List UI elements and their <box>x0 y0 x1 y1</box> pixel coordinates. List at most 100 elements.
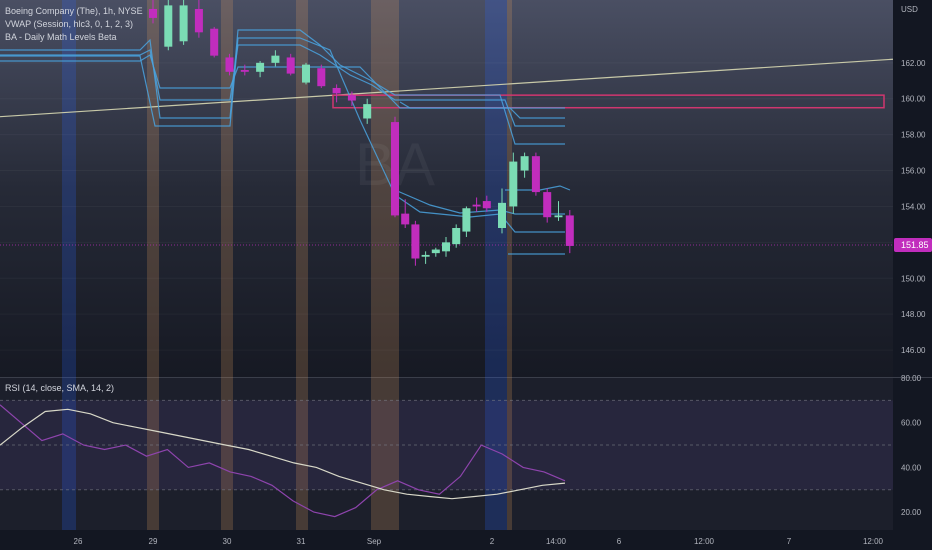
candle <box>411 220 420 266</box>
candle-body <box>421 254 430 257</box>
time-tick-label: Sep <box>367 537 382 546</box>
price-tick-label: 150.00 <box>901 274 926 283</box>
candle <box>210 26 219 58</box>
rsi-tick-label: 20.00 <box>901 508 922 517</box>
candle-body <box>194 8 203 33</box>
time-tick-label: 31 <box>297 537 306 546</box>
level-band <box>0 44 565 127</box>
candle-body <box>332 87 341 94</box>
candle-body <box>347 95 356 101</box>
candle-body <box>271 55 280 63</box>
candle-body <box>543 192 552 218</box>
candle-body <box>442 242 450 252</box>
rsi-line <box>0 404 566 518</box>
rsi-pane <box>0 378 893 530</box>
candle <box>332 84 341 103</box>
candle <box>565 210 574 254</box>
candle <box>452 224 461 248</box>
price-tick-label: 146.00 <box>901 346 926 355</box>
candle <box>498 188 506 234</box>
level-band <box>0 29 565 145</box>
candle-body <box>431 249 440 254</box>
candle <box>509 152 518 214</box>
price-tick-label: 156.00 <box>901 167 926 176</box>
candle <box>543 188 552 223</box>
price-pane <box>0 0 893 377</box>
candle-body <box>302 64 310 83</box>
candle <box>225 53 234 76</box>
candle-body <box>565 215 574 246</box>
last-price-label: 151.85 <box>901 240 929 250</box>
candle-body <box>391 122 399 216</box>
candle <box>531 152 540 196</box>
time-tick-label: 7 <box>787 537 792 546</box>
level-band <box>0 37 565 233</box>
candle <box>164 0 173 51</box>
candle-body <box>411 224 420 259</box>
candle <box>179 0 188 45</box>
candle-body <box>363 104 372 119</box>
time-tick-label: 14:00 <box>546 537 567 546</box>
resistance-zone-box <box>332 94 885 109</box>
candle <box>431 247 440 257</box>
candle <box>240 64 249 76</box>
candle <box>401 199 410 228</box>
rsi-tick-label: 60.00 <box>901 419 922 428</box>
candle <box>149 0 157 24</box>
price-tick-label: 154.00 <box>901 202 926 211</box>
price-tick-label: 148.00 <box>901 310 926 319</box>
candle-body <box>452 227 461 245</box>
rsi-sma-line <box>0 408 566 500</box>
candle-body <box>531 156 540 193</box>
candle-body <box>210 28 219 56</box>
candle <box>271 50 280 67</box>
candle-body <box>462 208 471 232</box>
rsi-legend[interactable]: RSI (14, close, SMA, 14, 2) <box>5 383 115 393</box>
candle-body <box>286 57 295 74</box>
session-stripe <box>485 0 507 530</box>
candle <box>286 53 295 76</box>
candle <box>363 98 372 124</box>
candle <box>442 236 450 257</box>
time-tick-label: 6 <box>617 537 622 546</box>
candle <box>472 197 481 212</box>
session-stripe <box>296 0 308 530</box>
time-tick-label: 26 <box>74 537 83 546</box>
chart-legend: Boeing Company (The), 1h, NYSE VWAP (Ses… <box>5 5 143 44</box>
candle <box>256 61 265 78</box>
candle <box>554 201 563 221</box>
time-tick-label: 12:00 <box>694 537 715 546</box>
last-price-tag <box>894 238 932 253</box>
candle <box>317 64 326 88</box>
candle <box>347 91 356 106</box>
legend-levels[interactable]: BA - Daily Math Levels Beta <box>5 32 117 42</box>
candle-body <box>401 213 410 225</box>
candle <box>462 206 471 237</box>
candle <box>482 195 491 212</box>
candle-body <box>498 202 506 228</box>
candle <box>302 62 310 85</box>
candle-body <box>179 5 188 42</box>
candle-body <box>520 156 529 171</box>
session-stripe <box>147 0 159 530</box>
currency-label: USD <box>901 5 918 14</box>
candle-body <box>472 204 481 207</box>
level-band <box>399 101 565 119</box>
candle-body <box>225 57 234 72</box>
rsi-tick-label: 40.00 <box>901 463 922 472</box>
candle-body <box>317 68 326 87</box>
session-stripe <box>371 0 399 530</box>
legend-symbol[interactable]: Boeing Company (The), 1h, NYSE <box>5 6 143 16</box>
price-tick-label: 158.00 <box>901 131 926 140</box>
rsi-tick-label: 80.00 <box>901 374 922 383</box>
vwap-line <box>505 185 571 191</box>
candle-body <box>256 62 265 72</box>
legend-vwap[interactable]: VWAP (Session, hlc3, 0, 1, 2, 3) <box>5 19 134 29</box>
price-tick-label: 160.00 <box>901 95 926 104</box>
session-stripe <box>507 0 512 530</box>
price-tick-label: 162.00 <box>901 59 926 68</box>
candle-body <box>509 161 518 207</box>
level-band <box>0 54 565 109</box>
